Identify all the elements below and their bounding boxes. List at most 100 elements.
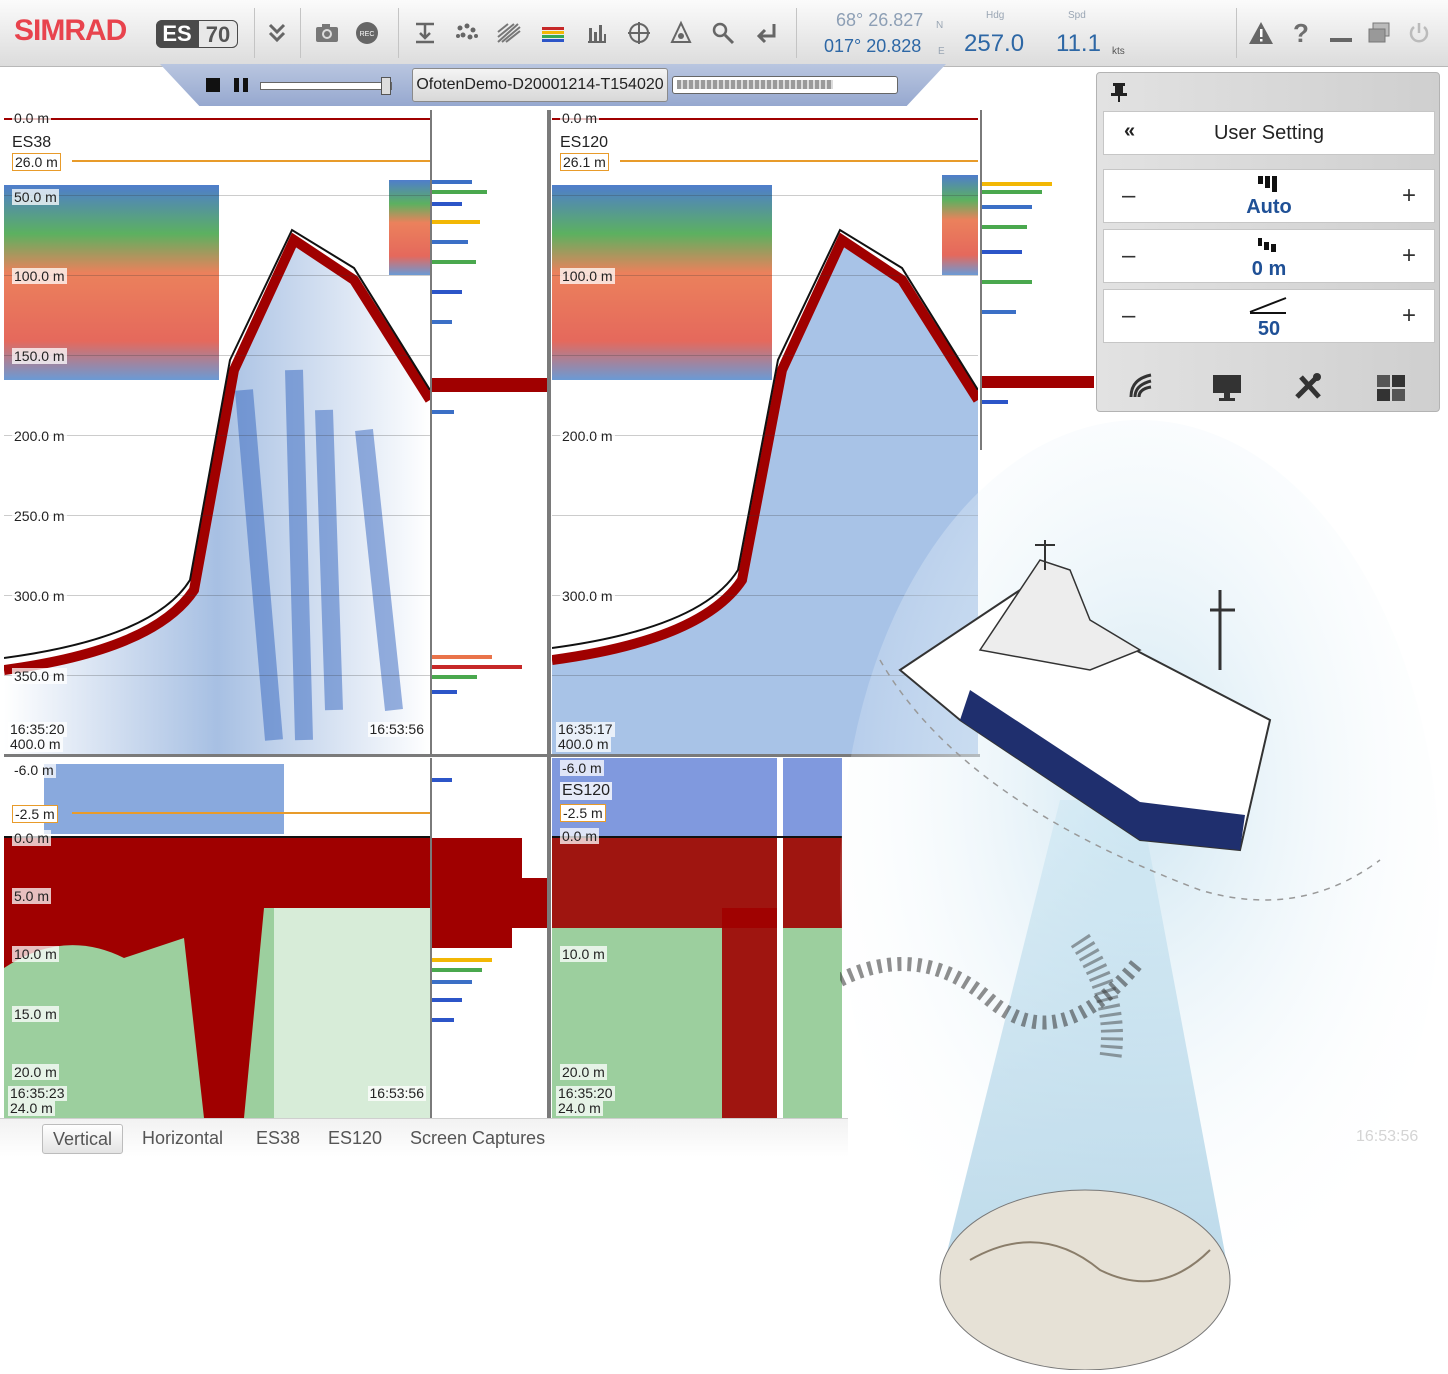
depth-label: 50.0 m <box>12 189 59 205</box>
panel-title: User Setting <box>1213 122 1325 144</box>
histogram-es38-top <box>430 110 548 754</box>
model-prefix: ES <box>156 20 198 48</box>
transducer-icon[interactable] <box>668 20 694 46</box>
channel-label: ES38 <box>12 134 52 151</box>
clock: 16:53:56 <box>1356 1128 1419 1145</box>
tab-es38[interactable]: ES38 <box>256 1128 301 1148</box>
speed-label: Spd <box>1068 10 1086 21</box>
camera-icon[interactable] <box>314 20 340 46</box>
pause-icon[interactable] <box>234 78 248 92</box>
user-setting-header[interactable]: « User Setting <box>1103 111 1435 155</box>
speed-value: 11.1 <box>1056 30 1101 57</box>
monitor-icon[interactable] <box>1211 373 1243 408</box>
gain-increase-button[interactable]: + <box>1401 182 1416 209</box>
gain-control[interactable]: – Auto + <box>1103 169 1435 223</box>
range-marker-label[interactable]: -2.5 m <box>12 805 58 823</box>
bottom-depth-label: 24.0 m <box>556 1100 603 1116</box>
model-number: 70 <box>198 20 238 48</box>
depth-label: 200.0 m <box>560 428 615 444</box>
sonar-icon[interactable] <box>1127 371 1159 406</box>
warning-icon[interactable] <box>1248 20 1274 46</box>
slope-increase-button[interactable]: + <box>1401 302 1416 329</box>
histogram-es120-top <box>980 110 1094 450</box>
chevron-double-down-icon[interactable] <box>264 20 290 46</box>
latitude-hemisphere: N <box>936 20 944 31</box>
fish-icon[interactable] <box>454 20 480 46</box>
range-marker-line[interactable] <box>72 160 430 162</box>
longitude: 017° 20.828 <box>824 36 922 56</box>
depth-label: 100.0 m <box>12 268 67 284</box>
depth-marker-icon[interactable] <box>412 20 438 46</box>
pin-icon[interactable] <box>1109 81 1129 108</box>
tab-screen-captures[interactable]: Screen Captures <box>410 1128 546 1148</box>
tools-icon[interactable] <box>1293 371 1325 406</box>
depth-label: 15.0 m <box>12 1006 59 1022</box>
range-marker-line[interactable] <box>620 160 978 162</box>
histogram-icon[interactable] <box>584 20 610 46</box>
replay-progress-fill <box>677 80 833 89</box>
offset-control[interactable]: – 0 m + <box>1103 229 1435 283</box>
range-marker-label[interactable]: 26.1 m <box>560 153 609 171</box>
heading-label: Hdg <box>986 10 1005 21</box>
offset-value: 0 m <box>1251 258 1287 280</box>
start-time: 16:35:23 <box>8 1085 67 1101</box>
replay-speed-slider[interactable] <box>260 77 392 95</box>
search-icon[interactable] <box>710 20 736 46</box>
depth-label: 10.0 m <box>560 946 607 962</box>
slider-handle[interactable] <box>381 77 391 95</box>
range-marker-line[interactable] <box>72 812 430 814</box>
layout-icon[interactable] <box>1375 373 1407 408</box>
depth-top-label: 0.0 m <box>12 110 52 126</box>
range-icon[interactable] <box>496 20 522 46</box>
help-icon[interactable]: ? <box>1293 18 1309 48</box>
depth-top-label: 0.0 m <box>560 110 600 126</box>
depth-label: 200.0 m <box>12 428 67 444</box>
collapse-icon[interactable]: « <box>1124 120 1136 142</box>
depth-top-label: -6.0 m <box>12 762 56 778</box>
panel-divider[interactable] <box>4 754 980 757</box>
tab-vertical[interactable]: Vertical <box>42 1124 124 1154</box>
slope-decrease-button[interactable]: – <box>1122 302 1136 329</box>
gain-value: Auto <box>1246 196 1292 218</box>
depth-label: 100.0 m <box>560 268 615 284</box>
svg-text:REC: REC <box>360 31 375 38</box>
tab-horizontal[interactable]: Horizontal <box>142 1128 224 1148</box>
panel-divider[interactable] <box>547 110 551 1118</box>
range-marker-label[interactable]: 26.0 m <box>12 153 61 171</box>
latitude: 68° 26.827 <box>836 10 924 30</box>
range-marker-label[interactable]: -2.5 m <box>560 804 606 822</box>
offset-decrease-button[interactable]: – <box>1122 242 1136 269</box>
bottom-tab-bar <box>0 1118 848 1157</box>
crosshair-icon[interactable] <box>626 20 652 46</box>
slope-control[interactable]: – 50 + <box>1103 289 1435 343</box>
echogram-es38-top[interactable]: 0.0 m ES38 26.0 m 50.0 m 100.0 m 150.0 m… <box>4 110 430 754</box>
depth-label: 150.0 m <box>12 348 67 364</box>
echogram-es120-bottom[interactable]: -6.0 m ES120 -2.5 m 0.0 m 10.0 m 20.0 m … <box>552 758 842 1118</box>
start-time: 16:35:20 <box>8 721 67 737</box>
stop-icon[interactable] <box>206 78 220 92</box>
record-icon[interactable]: REC <box>354 20 380 46</box>
zero-depth-label: 0.0 m <box>12 830 52 846</box>
depth-label: 10.0 m <box>12 946 59 962</box>
minimize-icon[interactable] <box>1328 20 1354 46</box>
model-badge: ES 70 <box>156 20 238 48</box>
slope-value: 50 <box>1257 318 1281 340</box>
depth-label: 300.0 m <box>12 588 67 604</box>
color-scale-icon[interactable] <box>540 20 566 46</box>
offset-increase-button[interactable]: + <box>1401 242 1416 269</box>
power-icon[interactable] <box>1406 20 1432 46</box>
replay-filename[interactable]: OfotenDemo-D20001214-T154020 <box>412 68 668 102</box>
offset-icon <box>1256 236 1280 259</box>
gain-decrease-button[interactable]: – <box>1122 182 1136 209</box>
histogram-es38-bottom <box>430 758 548 1118</box>
start-time: 16:35:20 <box>556 1085 615 1101</box>
enter-icon[interactable] <box>754 20 780 46</box>
echogram-es38-bottom[interactable]: -6.0 m -2.5 m 0.0 m 5.0 m 10.0 m 15.0 m … <box>4 758 430 1118</box>
vessel-illustration <box>840 420 1440 1370</box>
speed-unit: kts <box>1112 46 1125 57</box>
gain-icon <box>1256 174 1280 197</box>
restore-icon[interactable] <box>1366 20 1392 46</box>
replay-progress-bar[interactable] <box>672 76 898 94</box>
brand-logo: SIMRAD <box>14 14 127 47</box>
tab-es120[interactable]: ES120 <box>328 1128 383 1148</box>
